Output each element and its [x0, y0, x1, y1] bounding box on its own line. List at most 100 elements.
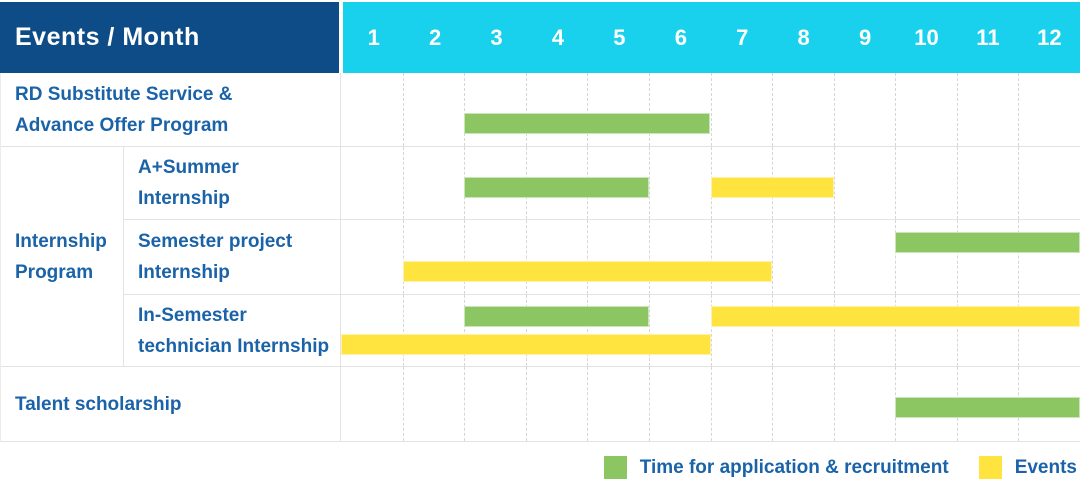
legend-label-events: Events	[1014, 456, 1077, 478]
row-label-line: Advance Offer Program	[15, 114, 229, 136]
month-header-9: 9	[858, 24, 872, 50]
month-gridline	[1018, 147, 1020, 219]
timeline-in-semester-technician	[340, 295, 1080, 366]
events-bar	[710, 176, 834, 198]
month-gridline	[648, 367, 650, 441]
internship-program-group: Internship Program A+Summer Internship S…	[1, 147, 1080, 367]
month-gridline	[648, 73, 650, 146]
month-gridline	[833, 220, 835, 294]
month-header-12: 12	[1037, 24, 1062, 50]
month-gridline	[525, 295, 527, 366]
month-gridline	[833, 147, 835, 219]
month-gridline	[402, 295, 404, 366]
row-label-a-plus-summer: A+Summer Internship	[124, 147, 340, 219]
month-gridline	[956, 220, 958, 294]
month-gridline	[710, 73, 712, 146]
events-bar	[341, 334, 711, 356]
legend: Time for application & recruitment Event…	[603, 456, 1077, 479]
month-gridline	[648, 220, 650, 294]
month-gridline	[464, 295, 466, 366]
month-header-row: 1 2 3 4 5 6 7 8 9 10 11 12	[343, 2, 1080, 73]
internship-program-rows: A+Summer Internship Semester project Int…	[124, 147, 1080, 366]
month-gridline	[833, 73, 835, 146]
month-gridline	[648, 147, 650, 219]
row-talent-scholarship: Talent scholarship	[1, 367, 1080, 442]
month-gridline	[525, 220, 527, 294]
month-gridline	[833, 295, 835, 366]
month-gridline	[587, 73, 589, 146]
month-gridline	[956, 73, 958, 146]
application-recruitment-bar	[464, 176, 649, 198]
group-label-line: Internship	[15, 230, 107, 252]
table-header-row: Events / Month 1 2 3 4 5 6 7 8 9 10 11 12	[0, 2, 1080, 73]
month-gridline	[402, 220, 404, 294]
application-recruitment-bar	[464, 306, 649, 328]
row-label-rd-substitute: RD Substitute Service & Advance Offer Pr…	[1, 73, 340, 146]
row-label-semester-project: Semester project Internship	[124, 220, 340, 294]
row-semester-project: Semester project Internship	[124, 220, 1080, 295]
row-in-semester-technician: In-Semester technician Internship	[124, 295, 1080, 366]
timeline-semester-project	[340, 220, 1080, 294]
legend-item-events: Events	[978, 456, 1077, 479]
month-gridline	[956, 147, 958, 219]
month-header-10: 10	[914, 24, 939, 50]
month-gridline	[833, 367, 835, 441]
month-gridline	[1018, 220, 1020, 294]
row-label-line: In-Semester	[138, 304, 247, 326]
application-recruitment-bar	[895, 397, 1080, 419]
month-gridline	[402, 73, 404, 146]
table-body: RD Substitute Service & Advance Offer Pr…	[0, 73, 1080, 442]
legend-swatch-yellow	[978, 456, 1002, 479]
month-gridline	[587, 295, 589, 366]
month-gridline	[464, 73, 466, 146]
month-gridline	[525, 367, 527, 441]
month-gridline	[895, 295, 897, 366]
row-a-plus-summer: A+Summer Internship	[124, 147, 1080, 220]
legend-swatch-green	[603, 456, 627, 479]
month-gridline	[772, 73, 774, 146]
month-gridline	[1018, 295, 1020, 366]
month-gridline	[772, 367, 774, 441]
row-label-line: Semester project	[138, 231, 293, 252]
group-label-line: Program	[15, 261, 94, 283]
month-gridline	[464, 367, 466, 441]
month-gridline	[587, 220, 589, 294]
month-header-4: 4	[551, 24, 565, 50]
month-gridline	[464, 220, 466, 294]
legend-label-application-recruitment: Time for application & recruitment	[639, 456, 949, 478]
month-header-2: 2	[429, 24, 442, 50]
group-label-internship-program: Internship Program	[1, 147, 124, 366]
row-label-line: Internship	[138, 188, 230, 209]
timeline-rd-substitute	[340, 73, 1080, 146]
row-label-line: Talent scholarship	[15, 393, 182, 415]
month-gridline	[402, 147, 404, 219]
month-gridline	[587, 367, 589, 441]
month-gridline	[895, 147, 897, 219]
month-gridline	[772, 295, 774, 366]
timeline-a-plus-summer	[340, 147, 1080, 219]
month-gridline	[1018, 73, 1020, 146]
events-month-header-cell: Events / Month	[0, 2, 339, 73]
row-label-line: Internship	[138, 262, 230, 283]
month-gridline	[956, 295, 958, 366]
month-header-8: 8	[797, 24, 810, 50]
row-label-line: A+Summer	[138, 157, 239, 178]
month-gridline	[648, 295, 650, 366]
month-gridline	[710, 220, 712, 294]
month-gridline	[772, 220, 774, 294]
row-label-talent-scholarship: Talent scholarship	[1, 367, 340, 441]
events-bar	[710, 306, 1080, 328]
month-gridline	[710, 295, 712, 366]
application-recruitment-bar	[464, 113, 711, 135]
application-recruitment-bar	[895, 231, 1080, 253]
month-gridline	[710, 367, 712, 441]
row-rd-substitute: RD Substitute Service & Advance Offer Pr…	[1, 73, 1080, 147]
timeline-talent-scholarship	[340, 367, 1080, 441]
month-gridline	[895, 73, 897, 146]
month-header-11: 11	[976, 24, 1000, 50]
row-label-line: technician Internship	[138, 335, 330, 357]
month-gridline	[525, 73, 527, 146]
month-header-7: 7	[736, 24, 749, 50]
month-gridline	[402, 367, 404, 441]
